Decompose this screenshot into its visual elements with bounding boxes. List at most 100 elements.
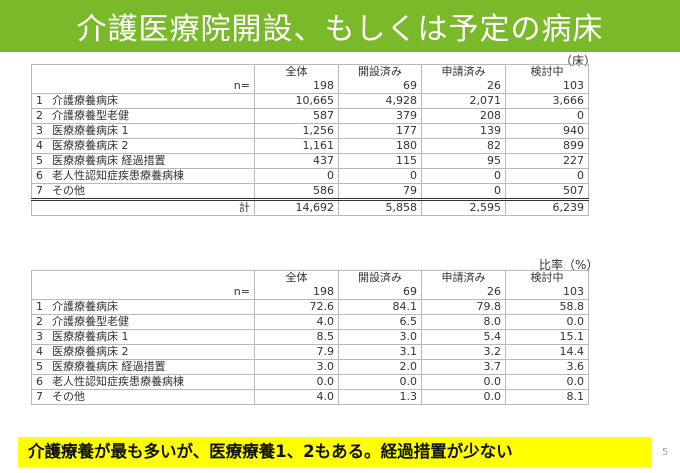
row-label-cell: 1 介護療養病床 [31,299,255,315]
table-cell: 14.4 [505,344,589,360]
table-row: 6 老人性認知症疾患療養病棟 0.0 0.0 0.0 0.0 [31,374,589,390]
table-row: 2 介護療養型老健 4.0 6.5 8.0 0.0 [31,314,589,330]
table-cell: 82 [421,138,506,154]
table-cell: 2.0 [338,359,422,375]
row-label: その他 [52,184,85,198]
table1-header-opened: 開設済み [338,64,422,79]
total-cell: 6,239 [505,198,589,216]
page-number: 5 [662,447,669,458]
row-label: 医療療養病床 1 [52,124,129,138]
table2-header-considering: 検討中 [505,270,589,285]
table2-header-opened: 開設済み [338,270,422,285]
row-label-cell: 3 医療療養病床 1 [31,123,255,139]
table-cell: 507 [505,183,589,200]
table-row: 7 その他 4.0 1.3 0.0 8.1 [31,389,589,405]
table-cell: 1.3 [338,389,422,405]
table-cell: 4.0 [254,389,339,405]
table-cell: 899 [505,138,589,154]
row-label: 医療療養病床 2 [52,139,129,153]
table-cell: 10,665 [254,93,339,109]
row-label-cell: 4 医療療養病床 2 [31,344,255,360]
row-label: 医療療養病床 1 [52,330,129,344]
table1-header-considering: 検討中 [505,64,589,79]
table-cell: 0.0 [254,374,339,390]
table-cell: 58.8 [505,299,589,315]
row-label-cell: 4 医療療養病床 2 [31,138,255,154]
row-number: 4 [36,139,43,153]
table-cell: 586 [254,183,339,200]
table-cell: 0.0 [505,314,589,330]
table2-unit: 比率（%） [539,258,599,272]
table2-n-row: n= 198 69 26 103 [31,285,589,300]
title-banner: 介護医療院開設、もしくは予定の病床 [0,0,680,52]
table-cell: 2,071 [421,93,506,109]
table-cell: 79 [338,183,422,200]
table-row: 2 介護療養型老健 587 379 208 0 [31,108,589,124]
table-cell: 0 [505,108,589,124]
row-number: 5 [36,360,43,374]
table1-n-cell: 26 [421,79,506,94]
table-cell: 7.9 [254,344,339,360]
row-number: 1 [36,300,43,314]
row-label-cell: 5 医療療養病床 経過措置 [31,359,255,375]
page-title: 介護医療院開設、もしくは予定の病床 [76,12,604,47]
row-label-cell: 2 介護療養型老健 [31,314,255,330]
table-cell: 0 [338,168,422,184]
beds-count-table: 全体 開設済み 申請済み 検討中 n= 198 69 26 103 1 介護療養病… [31,64,589,216]
table-cell: 227 [505,153,589,169]
table-cell: 0 [254,168,339,184]
table-cell: 139 [421,123,506,139]
table-cell: 180 [338,138,422,154]
table-cell: 3.1 [338,344,422,360]
table2-header-all: 全体 [254,270,339,285]
table-cell: 437 [254,153,339,169]
row-number: 7 [36,184,43,198]
table-cell: 3.6 [505,359,589,375]
table1-header-all: 全体 [254,64,339,79]
row-label: 医療療養病床 2 [52,345,129,359]
row-label: 老人性認知症疾患療養病棟 [52,169,184,183]
table-cell: 3.7 [421,359,506,375]
table-cell: 3,666 [505,93,589,109]
row-label-cell: 7 その他 [31,183,255,200]
table-cell: 0 [505,168,589,184]
table-cell: 95 [421,153,506,169]
table-cell: 208 [421,108,506,124]
row-number: 6 [36,375,43,389]
table1-n-cell: 198 [254,79,339,94]
table-cell: 940 [505,123,589,139]
table2-n-label: n= [31,285,255,300]
row-number: 6 [36,169,43,183]
table-row: 1 介護療養病床 72.6 84.1 79.8 58.8 [31,299,589,315]
table-cell: 8.0 [421,314,506,330]
table-cell: 0 [421,168,506,184]
table2-n-cell: 103 [505,285,589,300]
row-label: その他 [52,390,85,404]
row-label-cell: 3 医療療養病床 1 [31,329,255,345]
table-row: 4 医療療養病床 2 1,161 180 82 899 [31,138,589,154]
table1-n-cell: 103 [505,79,589,94]
table-cell: 8.1 [505,389,589,405]
table-cell: 15.1 [505,329,589,345]
table1-n-label: n= [31,79,255,94]
row-label-cell: 6 老人性認知症疾患療養病棟 [31,168,255,184]
table-cell: 0.0 [505,374,589,390]
table-cell: 79.8 [421,299,506,315]
table-cell: 5.4 [421,329,506,345]
beds-ratio-table: 全体 開設済み 申請済み 検討中 n= 198 69 26 103 1 介護療養病… [31,270,589,405]
table-cell: 0.0 [421,389,506,405]
row-number: 3 [36,330,43,344]
table-row: 6 老人性認知症疾患療養病棟 0 0 0 0 [31,168,589,184]
table-cell: 84.1 [338,299,422,315]
table-cell: 0.0 [421,374,506,390]
table-cell: 379 [338,108,422,124]
table-cell: 4.0 [254,314,339,330]
table2-n-cell: 198 [254,285,339,300]
table1-header-row: 全体 開設済み 申請済み 検討中 [31,64,589,79]
table-cell: 115 [338,153,422,169]
total-label: 計 [31,198,255,216]
table-row: 5 医療療養病床 経過措置 3.0 2.0 3.7 3.6 [31,359,589,375]
table2-header-blank [31,270,255,285]
row-number: 2 [36,315,43,329]
table-cell: 0.0 [338,374,422,390]
